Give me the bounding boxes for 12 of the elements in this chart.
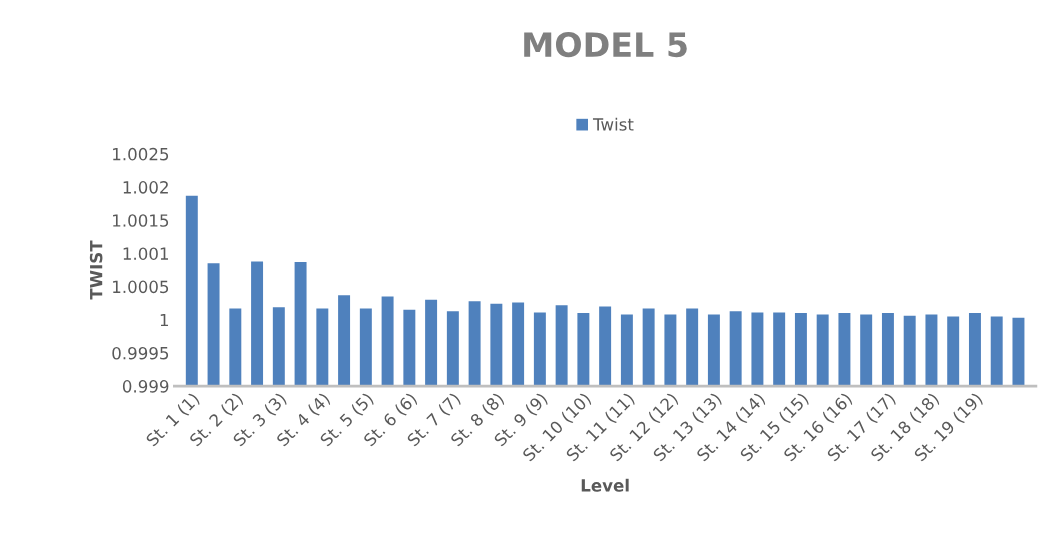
legend-label: Twist: [592, 117, 634, 131]
x-axis-title: Level: [581, 478, 629, 492]
y-tick-label: 1: [160, 313, 168, 327]
y-tick-label: 1.001: [123, 247, 168, 260]
y-tick-label: 1.0025: [113, 147, 169, 161]
y-axis-title: TWIST: [89, 240, 103, 300]
y-tick-label: 0.999: [122, 380, 169, 393]
y-tick-label: 1.0015: [113, 214, 169, 227]
y-tick-label: 1.0005: [113, 280, 169, 294]
chart-title: MODEL 5: [524, 31, 687, 58]
y-tick-label: 0.9995: [112, 346, 169, 360]
y-tick-label: 1.002: [123, 181, 168, 194]
